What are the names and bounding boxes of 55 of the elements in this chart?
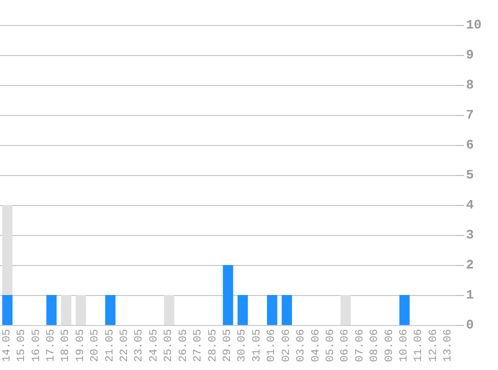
y-tick-label: 5	[466, 168, 474, 182]
x-tick-label: 28.05	[207, 329, 220, 362]
x-tick-label: 25.05	[163, 329, 176, 362]
bar	[61, 295, 72, 325]
y-tick-label: 0	[466, 318, 474, 332]
bar	[238, 295, 248, 325]
x-tick-label: 22.05	[119, 329, 132, 362]
x-tick-label: 12.06	[428, 329, 440, 362]
y-tick-label: 6	[466, 138, 474, 152]
x-tick-label: 01.06	[266, 329, 278, 362]
y-tick-label: 2	[466, 258, 474, 272]
x-tick-label: 04.06	[310, 329, 322, 362]
x-tick-label: 26.05	[178, 329, 190, 362]
bar	[164, 295, 174, 325]
bar	[266, 295, 278, 325]
x-tick-label: 30.05	[236, 329, 249, 362]
bar	[76, 295, 86, 325]
x-tick-label: 06.06	[340, 329, 352, 362]
x-tick-label: 27.05	[192, 329, 205, 362]
y-tick-label: 8	[466, 78, 474, 92]
x-tick-label: 07.06	[354, 329, 366, 362]
y-tick-label: 10	[466, 18, 482, 32]
x-tick-label: 11.06	[413, 329, 426, 362]
x-tick-label: 15.05	[16, 329, 28, 362]
x-tick-label: 21.05	[104, 329, 116, 362]
y-tick-label: 7	[466, 108, 474, 122]
x-tick-label: 23.05	[134, 329, 146, 362]
x-tick-label: 09.06	[384, 329, 396, 362]
y-tick-label: 3	[466, 228, 474, 242]
x-tick-label: 18.05	[60, 329, 72, 362]
x-tick-label: 02.06	[280, 329, 293, 362]
bar	[2, 295, 13, 325]
x-tick-label: 31.05	[251, 329, 264, 362]
bar	[2, 205, 13, 295]
x-tick-label: 24.05	[148, 329, 160, 362]
x-tick-label: 03.06	[296, 329, 308, 362]
x-tick-label: 17.05	[45, 329, 58, 362]
x-tick-label: 10.06	[398, 329, 411, 362]
x-tick-label: 13.06	[442, 329, 455, 362]
x-tick-label: 14.05	[1, 329, 14, 362]
bar	[46, 295, 57, 325]
bar	[340, 295, 351, 325]
x-tick-label: 19.05	[74, 329, 87, 362]
y-tick-label: 4	[466, 198, 474, 212]
x-tick-label: 08.06	[369, 329, 382, 362]
bar	[105, 295, 116, 325]
x-tick-label: 20.05	[90, 329, 102, 362]
bar	[282, 295, 292, 325]
y-tick-label: 1	[466, 288, 474, 302]
y-tick-label: 9	[466, 48, 474, 62]
bar	[222, 265, 234, 325]
x-tick-label: 29.05	[222, 329, 234, 362]
bar	[399, 295, 410, 325]
x-tick-label: 16.05	[30, 329, 43, 362]
x-tick-label: 05.06	[324, 329, 337, 362]
